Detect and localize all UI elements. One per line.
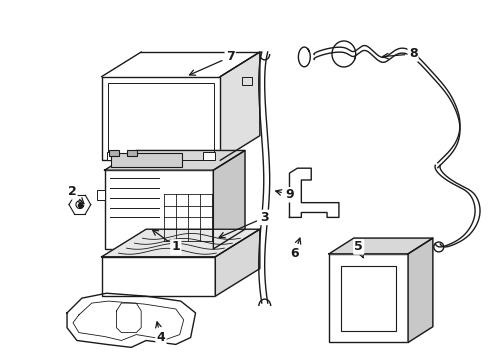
Text: 3: 3 bbox=[219, 211, 268, 238]
Text: 7: 7 bbox=[189, 50, 234, 75]
Polygon shape bbox=[104, 150, 244, 170]
Bar bbox=[104, 170, 213, 249]
Bar bbox=[127, 150, 137, 156]
Polygon shape bbox=[215, 229, 259, 296]
Polygon shape bbox=[220, 52, 259, 160]
Bar bbox=[340, 266, 395, 330]
Bar bbox=[102, 257, 215, 296]
Polygon shape bbox=[328, 238, 432, 254]
Text: 6: 6 bbox=[289, 238, 300, 260]
Bar bbox=[102, 77, 220, 160]
Bar bbox=[109, 150, 119, 156]
Bar bbox=[111, 153, 181, 167]
Text: 5: 5 bbox=[354, 240, 363, 258]
Bar bbox=[328, 254, 407, 342]
Text: 9: 9 bbox=[275, 188, 293, 201]
Polygon shape bbox=[213, 150, 244, 249]
Polygon shape bbox=[67, 293, 195, 347]
Bar bbox=[242, 77, 251, 85]
Bar bbox=[106, 152, 118, 160]
Polygon shape bbox=[289, 168, 338, 217]
Text: 2: 2 bbox=[67, 185, 83, 204]
Polygon shape bbox=[407, 238, 432, 342]
Text: 4: 4 bbox=[155, 322, 165, 344]
Text: 1: 1 bbox=[152, 230, 180, 253]
Bar bbox=[203, 152, 215, 160]
Bar bbox=[107, 82, 214, 160]
Polygon shape bbox=[102, 229, 259, 257]
Bar bbox=[97, 190, 104, 200]
Text: 8: 8 bbox=[382, 48, 417, 60]
